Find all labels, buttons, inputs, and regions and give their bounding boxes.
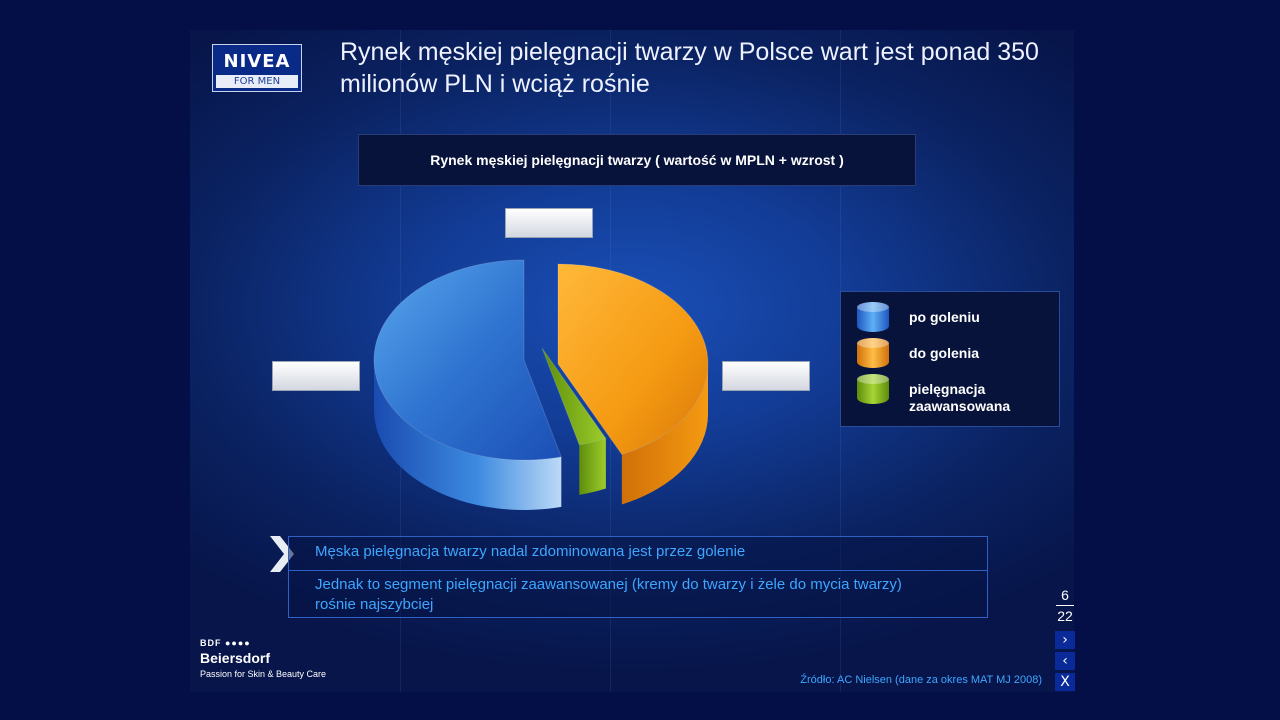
legend-item-po-goleniu: po goleniu (857, 302, 1057, 342)
note-line-2: Jednak to segment pielęgnacji zaawansowa… (315, 576, 902, 613)
pie-slice-po-goleniu (373, 259, 562, 461)
legend-swatch-green (857, 374, 889, 404)
notes-box: Męska pielęgnacja twarzy nadal zdominowa… (288, 536, 988, 618)
data-label-box-left (272, 361, 360, 391)
data-label-box-top (505, 208, 593, 238)
legend-swatch-blue (857, 302, 889, 332)
notes-divider (289, 570, 987, 571)
page-divider (1056, 605, 1074, 606)
close-button[interactable]: X (1055, 673, 1075, 691)
legend-label: pielęgnacja zaawansowana (909, 381, 1011, 414)
source-note: Źródło: AC Nielsen (dane za okres MAT MJ… (800, 674, 1042, 686)
slide: NIVEA FOR MEN Rynek męskiej pielęgnacji … (190, 30, 1074, 692)
slide-headline: Rynek męskiej pielęgnacji twarzy w Polsc… (340, 38, 1039, 98)
company-name: Beiersdorf (200, 650, 271, 666)
page-current: 6 (1061, 587, 1069, 603)
data-label-box-right (722, 361, 810, 391)
legend-swatch-orange (857, 338, 889, 368)
page-indicator: 6 22 (1054, 586, 1076, 625)
pie-chart (373, 259, 709, 510)
note-line-1: Męska pielęgnacja twarzy nadal zdominowa… (315, 543, 746, 560)
logo-brand: NIVEA (223, 51, 291, 72)
legend-label: do golenia (909, 345, 979, 361)
pie-slice-side (621, 364, 708, 505)
pie-slice-do-golenia (557, 263, 709, 456)
page-total: 22 (1057, 608, 1073, 624)
next-slide-button[interactable]: › (1055, 631, 1075, 649)
chart-title: Rynek męskiej pielęgnacji twarzy ( warto… (358, 134, 916, 186)
nivea-logo: NIVEA FOR MEN (212, 44, 302, 92)
legend-item-do-golenia: do golenia (857, 338, 1057, 378)
prev-slide-button[interactable]: ‹ (1055, 652, 1075, 670)
pie-slice-side (579, 438, 606, 495)
pie-slice-pielęgnacja-zaawansowana (541, 347, 607, 446)
legend-label: po goleniu (909, 309, 980, 325)
bdf-dots: BDF ●●●● (200, 638, 251, 648)
company-tagline: Passion for Skin & Beauty Care (200, 669, 327, 679)
beiersdorf-logo: BDF ●●●● Beiersdorf Passion for Skin & B… (200, 638, 326, 679)
logo-sub: FOR MEN (216, 75, 298, 88)
chart-legend: po goleniu do golenia pielęgnacja zaawan… (840, 291, 1060, 427)
legend-item-pielegnacja: pielęgnacja zaawansowana (857, 374, 1057, 414)
pie-slice-side (374, 360, 562, 510)
